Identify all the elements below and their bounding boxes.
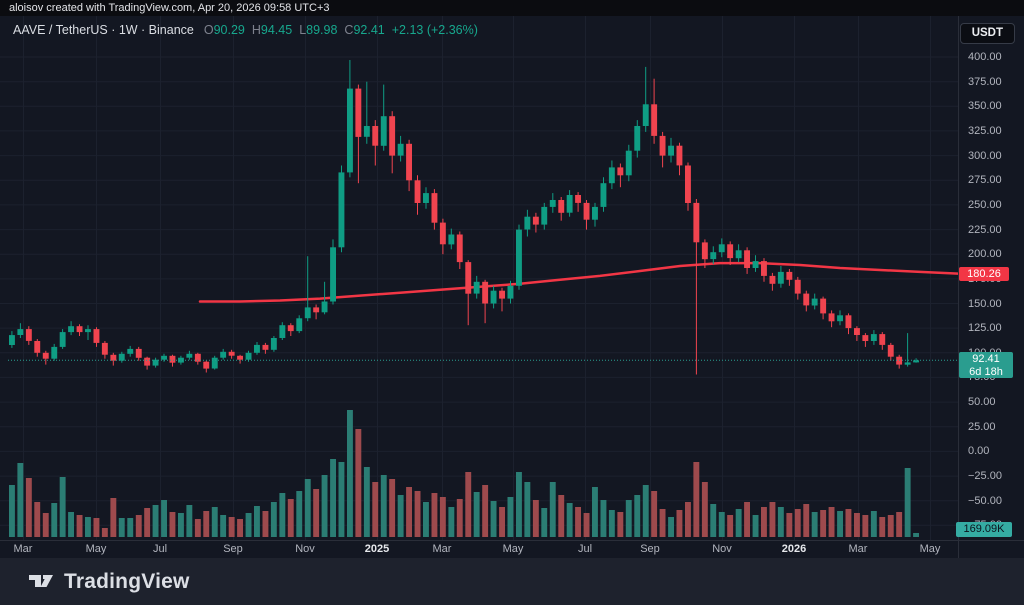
price-tick-label: 125.00 bbox=[968, 322, 1002, 334]
footer-bar: TradingView bbox=[0, 558, 1024, 605]
tradingview-logo-icon[interactable] bbox=[28, 574, 55, 589]
time-tick-label: Sep bbox=[223, 543, 243, 555]
price-tick-label: 225.00 bbox=[968, 224, 1002, 236]
time-tick-label: Nov bbox=[295, 543, 315, 555]
tradingview-wordmark[interactable]: TradingView bbox=[64, 569, 190, 593]
time-tick-label: May bbox=[502, 543, 524, 555]
price-tick-label: −25.00 bbox=[968, 470, 1002, 482]
attribution-text: aloisov created with TradingView.com, Ap… bbox=[9, 2, 330, 14]
time-tick-label: May bbox=[85, 543, 107, 555]
last-price-badge: 92.41 6d 18h bbox=[959, 352, 1013, 378]
price-tick-label: −50.00 bbox=[968, 495, 1002, 507]
time-tick-label: Nov bbox=[712, 543, 732, 555]
chart-canvas[interactable] bbox=[0, 0, 1024, 558]
price-tick-label: 375.00 bbox=[968, 76, 1002, 88]
time-tick-label: Jul bbox=[152, 543, 168, 555]
price-tick-label: 50.00 bbox=[968, 396, 996, 408]
currency-toggle-button[interactable]: USDT bbox=[959, 23, 1015, 44]
time-tick-label: Mar bbox=[848, 543, 868, 555]
price-tick-label: 0.00 bbox=[968, 445, 990, 457]
time-tick-label: Mar bbox=[13, 543, 33, 555]
price-tick-label: 350.00 bbox=[968, 100, 1002, 112]
attribution-bar: aloisov created with TradingView.com, Ap… bbox=[0, 0, 1024, 16]
chart-pane[interactable] bbox=[0, 0, 1024, 558]
volume-badge: 169.09K bbox=[956, 522, 1012, 537]
price-tick-label: 200.00 bbox=[968, 248, 1002, 260]
last-price-value: 92.41 bbox=[972, 353, 1000, 365]
ohlc-low: L89.98 bbox=[299, 23, 338, 37]
ohlc-high: H94.45 bbox=[251, 23, 293, 37]
time-tick-label: Mar bbox=[432, 543, 452, 555]
ma-price-badge: 180.26 bbox=[959, 267, 1009, 281]
price-tick-label: 25.00 bbox=[968, 421, 996, 433]
ohlc-close: C92.41 bbox=[344, 23, 385, 37]
time-axis[interactable]: Mar May Jul Sep Nov 2025 Mar May Jul Sep Nov 2026 Ma… bbox=[0, 540, 1024, 558]
time-tick-label: 2025 bbox=[364, 543, 390, 555]
price-tick-label: 250.00 bbox=[968, 199, 1002, 211]
chart-legend: AAVE / TetherUS · 1W · Binance O90.29 H94.… bbox=[13, 23, 478, 37]
time-tick-label: Jul bbox=[577, 543, 593, 555]
price-tick-label: 275.00 bbox=[968, 174, 1002, 186]
ohlc-open: O90.29 bbox=[203, 23, 245, 37]
change-value: +2.13 (+2.36%) bbox=[391, 23, 478, 37]
time-tick-label: 2026 bbox=[781, 543, 807, 555]
price-tick-label: 400.00 bbox=[968, 51, 1002, 63]
time-tick-label: May bbox=[919, 543, 941, 555]
price-tick-label: 150.00 bbox=[968, 298, 1002, 310]
time-tick-label: Sep bbox=[640, 543, 660, 555]
price-tick-label: 300.00 bbox=[968, 150, 1002, 162]
price-tick-label: 325.00 bbox=[968, 125, 1002, 137]
bar-countdown: 6d 18h bbox=[969, 366, 1003, 378]
symbol-title[interactable]: AAVE / TetherUS · 1W · Binance bbox=[13, 23, 194, 37]
